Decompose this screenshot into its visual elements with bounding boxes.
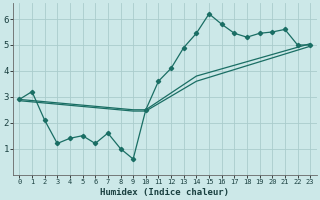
X-axis label: Humidex (Indice chaleur): Humidex (Indice chaleur) <box>100 188 229 197</box>
